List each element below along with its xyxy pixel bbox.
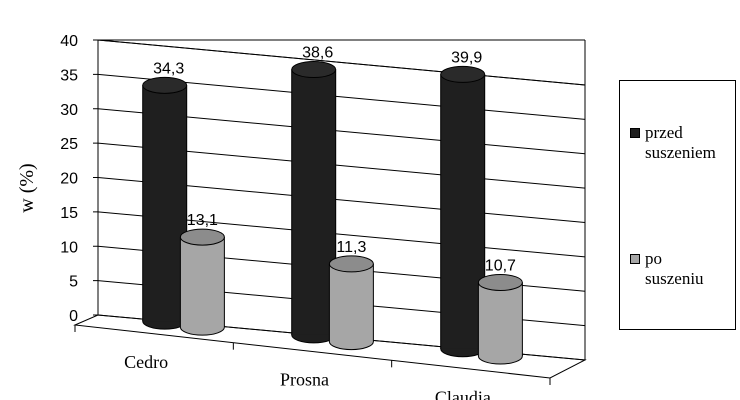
bar-po-cedro-top [179,228,225,246]
legend-label-line1: po [645,249,662,268]
data-label: 39,9 [451,49,482,66]
y-tick-label: 35 [60,67,78,84]
bar-po-claudia-body [478,282,523,357]
y-tick-label: 25 [60,136,78,153]
y-tick-label: 40 [60,33,78,50]
bar-przed-claudia-body [440,74,485,349]
legend-label-line2: suszeniem [645,143,716,162]
gridline [97,39,586,86]
legend: przed suszeniem po suszeniu [619,80,736,330]
y-tick-label: 15 [60,205,78,222]
data-label: 11,3 [336,239,366,256]
data-label: 38,6 [302,45,333,62]
x-tick-label: Claudia [435,387,491,400]
bar-po-prosna-body [329,263,374,342]
legend-swatch-po-suszeniu [630,254,640,264]
legend-label-po-suszeniu: po suszeniu [645,249,740,289]
bar-przed-prosna-top [291,61,337,79]
y-tick-label: 10 [60,239,78,256]
y-tick-label: 30 [60,102,78,119]
data-label: 34,3 [153,60,184,77]
y-tick-label: 20 [60,171,78,188]
bar-po-claudia-top [477,273,523,291]
bar-przed-cedro-top [142,76,188,94]
x-tick-label: Cedro [124,352,168,372]
legend-swatch-przed-suszeniem [630,128,640,138]
legend-label-line1: przed [645,123,683,142]
bar-przed-claudia-top [440,65,486,83]
bar-po-cedro-body [180,237,225,328]
x-tick-label: Prosna [280,370,329,390]
y-tick-label: 5 [69,274,78,291]
y-tick-label: 0 [69,308,78,325]
data-label: 13,1 [187,212,218,229]
bar-przed-cedro-body [142,85,187,322]
legend-label-przed-suszeniem: przed suszeniem [645,123,740,163]
data-label: 10,7 [485,257,516,274]
bar-po-prosna-top [328,255,374,273]
legend-label-line2: suszeniu [645,269,704,288]
y-axis-label: w (%) [16,163,38,212]
bar-przed-prosna-body [291,69,336,335]
